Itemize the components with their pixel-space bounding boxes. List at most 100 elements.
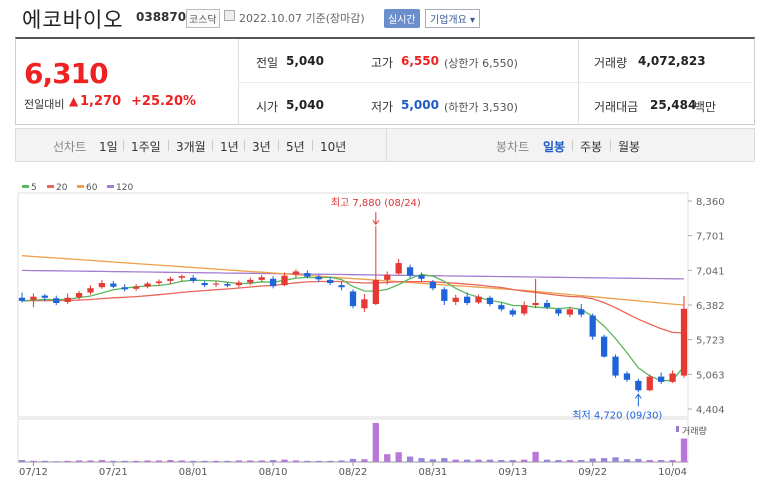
stock-header: 에코바이오 038870 코스닥 2022.10.07 기준(장마감) 실시간 …: [0, 0, 757, 36]
line-5year[interactable]: 5년: [286, 140, 305, 154]
candle-body: [543, 303, 551, 308]
x-tick-label: 07/12: [19, 467, 48, 478]
candle-body: [578, 309, 585, 315]
candle-body: [75, 293, 83, 298]
company-overview-dropdown[interactable]: 기업개요 ▾: [425, 9, 480, 28]
volume-bar: [269, 460, 277, 462]
volume-bar: [98, 460, 106, 462]
line-3month[interactable]: 3개월: [176, 140, 206, 154]
low-value: 5,000: [401, 98, 439, 112]
volume-bar: [475, 459, 482, 462]
volume-bar: [167, 460, 174, 462]
high-annotation: 최고 7,880 (08/24): [331, 197, 421, 209]
y-tick-label: 5,063: [696, 370, 725, 381]
prev-close-label: 전일: [256, 56, 279, 70]
volume-bar: [155, 460, 163, 462]
volume-bar: [543, 459, 551, 462]
volume-bar: [327, 460, 334, 462]
volume-bar: [498, 460, 505, 462]
volume-legend-label: 거래량: [682, 425, 707, 437]
line-1day[interactable]: 1일: [99, 140, 118, 154]
up-arrow-icon: ▲: [69, 94, 79, 108]
candle-body: [566, 309, 574, 315]
candle-body: [41, 295, 48, 298]
x-tick-label: 08/31: [418, 467, 447, 478]
candle-monthly[interactable]: 월봉: [618, 140, 641, 154]
volume-bar: [75, 460, 83, 462]
legend-label-ma60: 60: [86, 183, 98, 193]
realtime-button[interactable]: 실시간: [384, 9, 420, 28]
volume-bar: [555, 460, 562, 462]
divider: [244, 140, 245, 151]
volume-bar: [178, 460, 185, 462]
candle-body: [201, 283, 208, 286]
base-date: 2022.10.07 기준(장마감): [239, 12, 365, 25]
lower-limit: (하한가 3,530): [444, 101, 518, 114]
candle-daily[interactable]: 일봉: [543, 140, 566, 154]
candle-body: [30, 296, 37, 300]
candle-body: [247, 279, 254, 283]
ma60-line: [21, 255, 685, 306]
candle-body: [144, 283, 151, 287]
candle-body: [441, 289, 448, 301]
line-1year[interactable]: 1년: [220, 140, 239, 154]
y-tick-label: 7,701: [696, 232, 725, 243]
change-percent: +25.20%: [131, 94, 197, 109]
volume-bar: [566, 460, 574, 462]
candle-body: [463, 296, 471, 304]
volume-bar: [132, 460, 140, 462]
candle-body: [53, 298, 60, 304]
line-3year[interactable]: 3년: [252, 140, 271, 154]
high-value: 6,550: [401, 54, 439, 68]
candle-body: [98, 283, 106, 288]
legend-swatch-ma5: [22, 185, 29, 188]
volume-bar: [384, 454, 391, 462]
volume-bar: [304, 460, 311, 462]
line-1week[interactable]: 1주일: [131, 140, 161, 154]
volume-bar: [635, 458, 642, 462]
candle-body: [292, 271, 300, 275]
high-label: 고가: [371, 56, 394, 70]
x-tick-label: 07/21: [99, 467, 128, 478]
candle-body: [235, 282, 243, 286]
volume-bar: [235, 460, 243, 462]
divider: [212, 140, 213, 151]
volume-bar: [600, 458, 608, 462]
price-summary: 6,310 전일대비 ▲ 1,270 +25.20% 전일 5,040 시가 5…: [15, 37, 755, 125]
candle-chart-label: 봉차트: [496, 140, 530, 154]
candle-body: [395, 263, 402, 274]
candle-body: [64, 297, 71, 302]
volume-bar: [669, 460, 676, 462]
x-tick-label: 08/22: [339, 467, 368, 478]
candle-body: [349, 291, 357, 307]
volume-bar: [121, 460, 128, 462]
line-10year[interactable]: 10년: [320, 140, 347, 154]
volume-bar: [30, 460, 37, 462]
legend-swatch-ma120: [107, 185, 114, 188]
candle-weekly[interactable]: 주봉: [580, 140, 603, 154]
divider: [572, 140, 573, 151]
candle-body: [258, 277, 265, 280]
candle-body: [281, 275, 288, 286]
volume-bar: [680, 438, 688, 462]
volume-bar: [190, 460, 197, 462]
candle-body: [635, 380, 642, 391]
stock-code: 038870: [136, 10, 187, 24]
candle-body: [372, 279, 379, 305]
upper-limit: (상한가 6,550): [444, 57, 518, 70]
candle-body: [612, 356, 619, 376]
volume-bar: [623, 459, 631, 462]
low-arrow-icon: [634, 393, 642, 407]
volume-bar: [41, 460, 48, 462]
volume-bar: [87, 460, 94, 462]
candle-body: [658, 376, 665, 382]
candle-body: [269, 278, 277, 287]
candle-body: [600, 336, 608, 357]
change-label: 전일대비: [24, 98, 65, 111]
volume-legend-swatch: [676, 426, 679, 432]
volume-bar: [372, 423, 379, 462]
open-value: 5,040: [286, 98, 324, 112]
high-arrow-icon: [372, 212, 380, 226]
y-tick-label: 8,360: [696, 197, 725, 208]
legend-swatch-ma60: [77, 185, 84, 188]
